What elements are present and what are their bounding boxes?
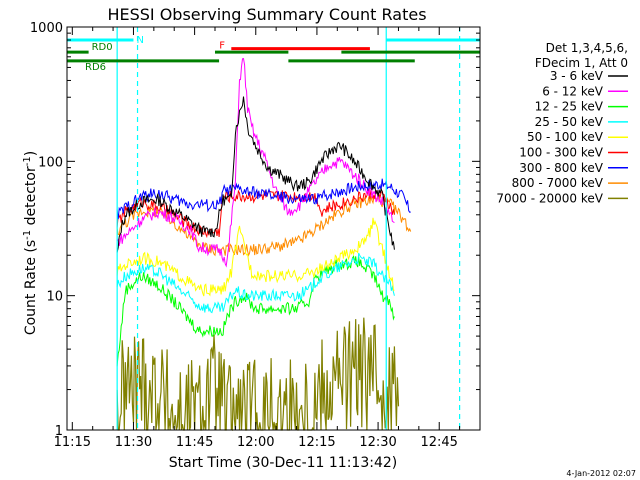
chart-title: HESSI Observing Summary Count Rates — [107, 5, 426, 24]
x-tick-label-12-15: 12:15 — [298, 435, 335, 450]
y-tick-label-100: 100 — [38, 155, 63, 170]
series-line-6-12-kev — [116, 58, 395, 268]
legend-label-100-300-kev: 100 - 300 keV — [519, 146, 603, 160]
legend-label-800-7000-kev: 800 - 7000 keV — [512, 176, 604, 190]
svg-text:Count Rate (s-1 detector-1): Count Rate (s-1 detector-1) — [22, 151, 39, 335]
series-line-25-50-kev — [116, 252, 395, 314]
flag-label-rd6: RD6 — [85, 62, 106, 73]
y-tick-label-1000: 1000 — [30, 21, 63, 36]
y-axis-title-sup1: -1 — [22, 230, 33, 240]
y-axis-title-sup2: -1 — [22, 156, 33, 166]
series-line-50-100-kev — [116, 217, 395, 297]
series-line-300-800-kev — [116, 178, 411, 220]
legend-label-25-50-kev: 25 - 50 keV — [535, 115, 604, 129]
x-axis-title: Start Time (30-Dec-11 11:13:42) — [169, 455, 397, 471]
y-axis-title-part2: detector — [23, 166, 39, 230]
legend-label-50-100-kev: 50 - 100 keV — [527, 130, 604, 144]
footer-stamp: 4-Jan-2012 02:07 — [566, 469, 636, 478]
legend-label-7000-20000-kev: 7000 - 20000 keV — [496, 191, 603, 205]
x-tick-label-11-15: 11:15 — [54, 435, 91, 450]
flag-label-rd0: RD0 — [92, 42, 113, 53]
flag-label-f: F — [219, 41, 225, 52]
x-tick-label-12-00: 12:00 — [237, 435, 274, 450]
x-tick-label-11-30: 11:30 — [115, 435, 152, 450]
series-line-7000-20000-kev — [116, 317, 400, 432]
x-tick-label-11-45: 11:45 — [176, 435, 213, 450]
legend-label-6-12-kev: 6 - 12 keV — [542, 84, 604, 98]
x-tick-label-12-45: 12:45 — [420, 435, 457, 450]
legend-header-line-1: Det 1,3,4,5,6, — [546, 41, 628, 55]
axes: 11:15 11:30 11:45 12:00 12:15 12:30 12:45 1 10 10… — [30, 21, 480, 450]
plot-frame — [66, 26, 481, 431]
series-line-3-6-kev — [116, 96, 395, 253]
legend: Det 1,3,4,5,6,FDecim 1, Att 03 - 6 keV6 … — [496, 41, 628, 205]
y-tick-label-1: 1 — [55, 424, 63, 439]
series-layer — [116, 58, 412, 432]
y-axis-title: Count Rate (s-1 detector-1) — [22, 151, 39, 335]
legend-label-12-25-kev: 12 - 25 keV — [535, 100, 604, 114]
y-tick-label-10: 10 — [46, 290, 63, 305]
reference-lines — [116, 27, 461, 430]
flag-label-n: N — [136, 35, 143, 46]
x-tick-label-12-30: 12:30 — [359, 435, 396, 450]
legend-label-300-800-kev: 300 - 800 keV — [519, 161, 603, 175]
y-axis-title-part3: ) — [23, 151, 39, 156]
legend-label-3-6-kev: 3 - 6 keV — [550, 69, 604, 83]
observing-flags: N RD0 RD6 F — [67, 35, 480, 73]
y-axis-title-part1: Count Rate (s — [23, 240, 39, 335]
legend-header-line-2: FDecim 1, Att 0 — [535, 56, 628, 70]
series-line-12-25-kev — [116, 255, 395, 367]
